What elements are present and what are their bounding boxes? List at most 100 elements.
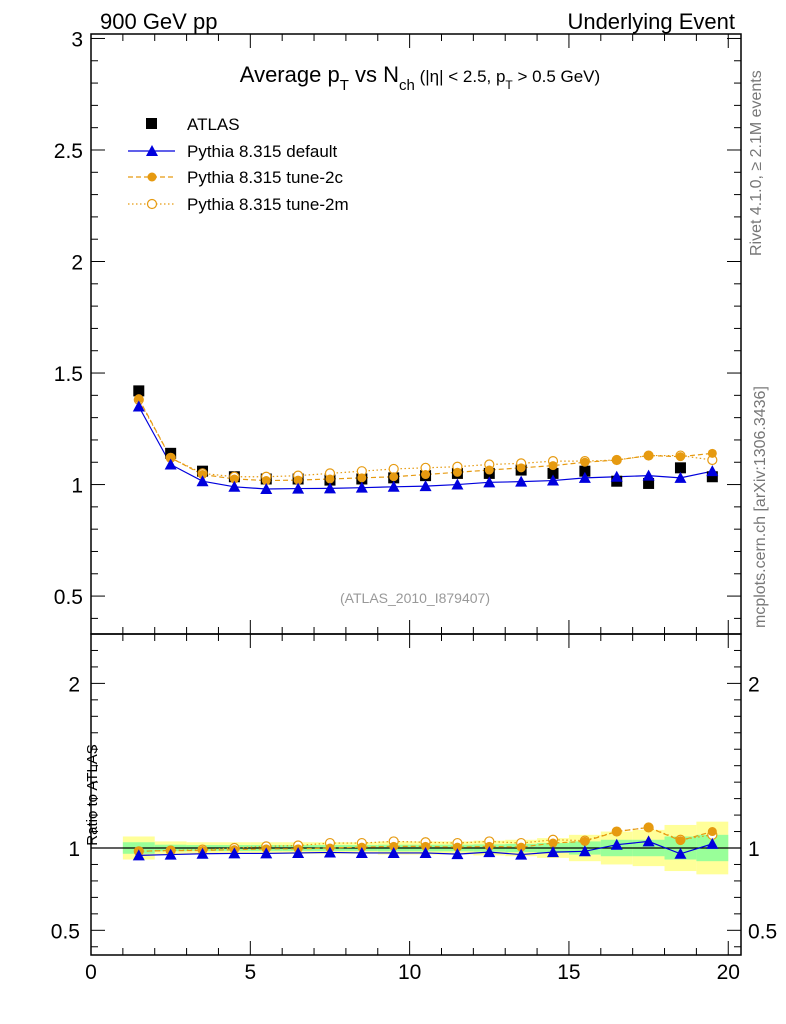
- ratio-point-pythia-8-315-default-marker: [292, 846, 305, 858]
- ratio-point-pythia-8-315-default-marker: [674, 847, 687, 859]
- ratio-point-pythia-8-315-default-marker: [323, 846, 336, 858]
- main-point-pythia-8-315-tune-2c-marker: [229, 474, 239, 484]
- atlas-point-marker: [674, 462, 686, 474]
- ratio-frame: [90, 633, 742, 956]
- y-tick-label: 0.5: [54, 586, 83, 609]
- main-point-pythia-8-315-default-marker: [674, 471, 687, 483]
- main-point-pythia-8-315-default-marker: [419, 480, 432, 492]
- main-point-pythia-8-315-default-marker: [292, 482, 305, 494]
- legend-label-tune2c: Pythia 8.315 tune-2c: [187, 168, 343, 187]
- ratio-point-pythia-8-315-tune-2c-marker: [675, 836, 685, 846]
- main-point-pythia-8-315-default-marker: [610, 470, 623, 482]
- x-tick-label: 10: [398, 961, 421, 984]
- ratio-point-pythia-8-315-tune-2c-marker: [612, 827, 622, 837]
- main-point-pythia-8-315-tune-2c-marker: [421, 470, 431, 480]
- ratio-point-pythia-8-315-default-marker: [547, 846, 560, 858]
- ratio-point-pythia-8-315-default-marker: [260, 847, 273, 859]
- x-tick-label: 15: [557, 961, 580, 984]
- y-tick-label: 1.5: [54, 363, 83, 386]
- ratio-bands: [91, 821, 741, 875]
- ratio-point-pythia-8-315-tune-2c-marker: [452, 842, 462, 852]
- main-point-pythia-8-315-default-marker: [196, 475, 209, 487]
- ratio-point-pythia-8-315-tune-2c-marker: [644, 822, 654, 832]
- legend-marker-tune2c: [147, 172, 157, 182]
- legend-marker-default: [146, 145, 158, 156]
- x-tick-label: 20: [717, 961, 740, 984]
- ratio-point-pythia-8-315-tune-2c-marker: [580, 836, 590, 846]
- atlas-point-marker: [706, 471, 718, 483]
- ratio-y-tick-label-right: 0.5: [748, 920, 777, 943]
- main-point-pythia-8-315-default-marker: [164, 458, 177, 470]
- main-point-pythia-8-315-default-marker: [387, 480, 400, 492]
- reference-label: (ATLAS_2010_I879407): [340, 590, 490, 606]
- main-point-pythia-8-315-tune-2c-marker: [675, 452, 685, 462]
- mcplots-label: mcplots.cern.ch [arXiv:1306.3436]: [752, 386, 769, 628]
- main-point-pythia-8-315-tune-2c-marker: [452, 467, 462, 477]
- main-point-pythia-8-315-tune-2c-marker: [325, 474, 335, 484]
- main-point-pythia-8-315-tune-2c-marker: [134, 394, 144, 404]
- legend-marker-tune2m: [146, 198, 158, 210]
- ratio-point-pythia-8-315-default-marker: [451, 848, 464, 860]
- legend-label-atlas: ATLAS: [187, 115, 240, 134]
- ratio-y-tick-label-right: 2: [748, 673, 760, 696]
- ratio-point-pythia-8-315-default-marker: [132, 849, 145, 861]
- main-point-pythia-8-315-tune-2m-marker: [388, 463, 399, 475]
- main-series: [132, 385, 719, 495]
- ratio-y-tick-label: 0.5: [51, 920, 80, 943]
- ratio-point-pythia-8-315-default-marker: [196, 847, 209, 859]
- main-point-pythia-8-315-tune-2c-marker: [166, 453, 176, 463]
- ratio-y-tick-label-right: 1: [748, 838, 760, 861]
- ratio-point-pythia-8-315-default-marker: [610, 838, 623, 850]
- legend: ATLAS Pythia 8.315 default Pythia 8.315 …: [128, 115, 349, 214]
- header-right: Underlying Event: [567, 9, 735, 34]
- ratio-point-pythia-8-315-default-marker: [483, 846, 496, 858]
- ratio-series: [132, 822, 719, 861]
- main-point-pythia-8-315-default-marker: [483, 476, 496, 488]
- ratio-point-pythia-8-315-tune-2c-marker: [516, 842, 526, 852]
- main-point-pythia-8-315-default-marker: [578, 471, 591, 483]
- x-tick-label: 0: [85, 961, 97, 984]
- ratio-point-pythia-8-315-default-marker: [355, 846, 368, 858]
- ratio-point-pythia-8-315-tune-2c-marker: [421, 841, 431, 851]
- chart-title: Average pT vs Nch (|η| < 2.5, pT > 0.5 G…: [240, 62, 600, 94]
- ratio-y-tick-label: 2: [68, 673, 80, 696]
- main-point-pythia-8-315-tune-2c-marker: [198, 470, 208, 480]
- main-point-pythia-8-315-tune-2c-marker: [293, 475, 303, 485]
- main-point-pythia-8-315-default-marker: [642, 469, 655, 481]
- main-point-pythia-8-315-default-marker: [323, 482, 336, 494]
- y-tick-label: 2.5: [54, 140, 83, 163]
- main-point-pythia-8-315-default-marker: [228, 480, 241, 492]
- legend-label-default: Pythia 8.315 default: [187, 142, 338, 161]
- ratio-point-pythia-8-315-default-marker: [228, 847, 241, 859]
- main-point-pythia-8-315-tune-2c-marker: [548, 461, 558, 471]
- main-point-pythia-8-315-tune-2c-marker: [580, 457, 590, 467]
- ratio-point-pythia-8-315-tune-2c-marker: [707, 827, 717, 837]
- y-tick-label: 1: [71, 475, 83, 498]
- main-point-pythia-8-315-default-marker: [515, 475, 528, 487]
- main-point-pythia-8-315-tune-2c-marker: [357, 473, 367, 483]
- main-point-pythia-8-315-tune-2c-marker: [484, 465, 494, 475]
- main-point-pythia-8-315-tune-2c-marker: [389, 472, 399, 482]
- atlas-point-marker: [643, 477, 655, 489]
- atlas-point-marker: [547, 467, 559, 479]
- ratio-point-pythia-8-315-tune-2c-marker: [389, 841, 399, 851]
- atlas-point-marker: [579, 465, 591, 477]
- ratio-point-pythia-8-315-default-marker: [706, 837, 719, 849]
- main-point-pythia-8-315-default-marker: [355, 481, 368, 493]
- ratio-point-pythia-8-315-default-marker: [387, 846, 400, 858]
- y-tick-label: 3: [71, 28, 83, 51]
- axes: 0 5 10 15 20 0.5 1 1.5 2 2.5 3 0.5 0.5 1 1 2 2: [51, 28, 777, 984]
- ratio-ylabel: Ratio to ATLAS: [84, 744, 101, 845]
- header-left: 900 GeV pp: [100, 9, 217, 34]
- main-point-pythia-8-315-default-marker: [451, 478, 464, 490]
- y-tick-label: 2: [71, 252, 83, 275]
- x-tick-label: 5: [244, 961, 256, 984]
- main-point-pythia-8-315-tune-2c-marker: [612, 455, 622, 465]
- main-point-pythia-8-315-default-marker: [706, 465, 719, 477]
- main-point-pythia-8-315-tune-2c-marker: [261, 476, 271, 486]
- ratio-point-pythia-8-315-default-marker: [642, 835, 655, 847]
- main-point-pythia-8-315-tune-2c-marker: [707, 448, 717, 458]
- legend-marker-atlas: [146, 118, 157, 129]
- main-point-pythia-8-315-tune-2c-marker: [644, 451, 654, 461]
